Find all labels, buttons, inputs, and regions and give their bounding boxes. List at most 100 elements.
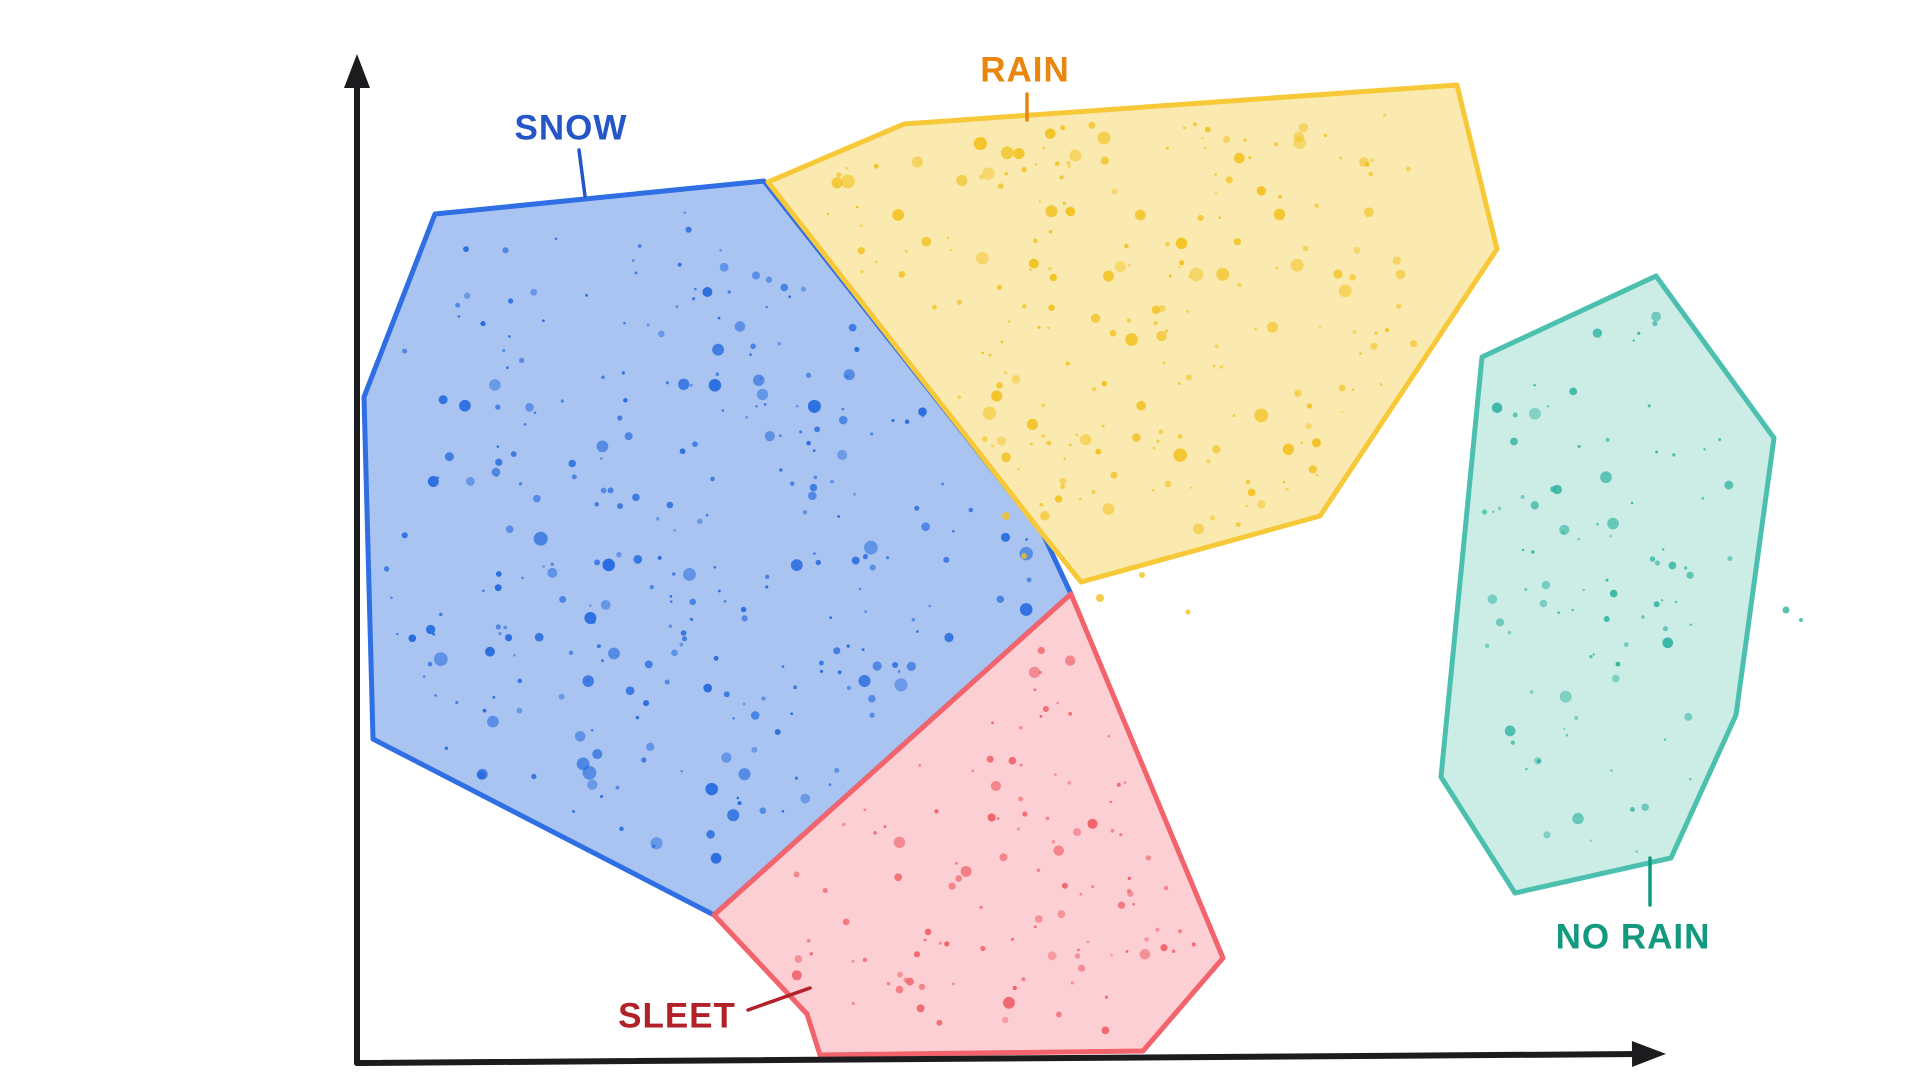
data-point (1033, 688, 1037, 692)
data-point (1214, 173, 1217, 176)
data-point (666, 501, 674, 509)
outlier-point (1021, 553, 1027, 559)
data-point (996, 817, 1000, 820)
data-point (1569, 387, 1578, 396)
data-point (790, 559, 803, 571)
data-point (521, 576, 524, 580)
data-point (1067, 164, 1071, 168)
data-point (1245, 504, 1249, 508)
data-point (911, 156, 923, 168)
data-point (794, 776, 798, 780)
data-point (1278, 194, 1282, 199)
data-point (1091, 387, 1096, 392)
data-point (617, 503, 623, 509)
data-point (864, 540, 878, 555)
data-point (402, 348, 408, 354)
data-point (558, 693, 565, 700)
data-point (1051, 840, 1056, 844)
data-point (1510, 740, 1516, 745)
data-point (1683, 566, 1688, 570)
data-point (1086, 940, 1090, 944)
data-point (1123, 781, 1127, 784)
data-point (1219, 365, 1224, 369)
data-point (948, 882, 956, 890)
data-point (778, 468, 783, 472)
data-point (996, 595, 1005, 603)
data-point (869, 712, 875, 718)
data-point (1206, 458, 1211, 464)
data-point (1004, 371, 1008, 375)
data-point (1615, 661, 1621, 667)
data-point (982, 406, 997, 420)
data-point (465, 476, 475, 486)
data-point (1374, 331, 1378, 335)
data-point (1689, 777, 1692, 781)
data-point (433, 652, 448, 666)
data-point (1383, 113, 1387, 117)
data-point (715, 372, 720, 377)
data-point (1294, 389, 1302, 398)
data-point (1384, 328, 1390, 333)
data-point (1254, 327, 1257, 331)
data-point (723, 691, 730, 698)
data-point (1078, 497, 1082, 501)
data-point (1237, 282, 1242, 288)
data-point (689, 383, 693, 387)
data-point (1038, 200, 1041, 203)
data-point (892, 661, 899, 669)
data-point (840, 174, 855, 189)
data-point (1070, 981, 1074, 985)
data-point (981, 351, 984, 355)
data-point (1132, 433, 1141, 442)
data-point (1507, 630, 1512, 635)
data-point (800, 793, 811, 804)
data-point (790, 712, 794, 716)
data-point (1333, 269, 1343, 279)
data-point (837, 670, 842, 675)
data-point (1059, 477, 1067, 485)
data-point (602, 558, 615, 572)
data-point (1059, 175, 1064, 180)
data-point (506, 366, 509, 370)
data-point (750, 343, 756, 350)
data-point (1605, 578, 1609, 582)
data-point (607, 487, 614, 494)
data-point (1541, 580, 1551, 590)
data-point (1026, 418, 1038, 430)
data-point (1057, 910, 1066, 919)
data-point (1405, 166, 1411, 172)
data-point (1046, 326, 1050, 329)
data-point (1351, 388, 1355, 391)
data-point (1222, 135, 1231, 143)
data-point (1189, 486, 1193, 489)
data-point (721, 409, 725, 412)
data-point (734, 321, 746, 332)
data-point (1165, 329, 1168, 333)
data-point (672, 572, 676, 576)
data-point (1653, 601, 1660, 608)
data-point (1559, 524, 1570, 536)
outlier-point (1139, 572, 1145, 578)
data-point (658, 330, 665, 338)
data-point (463, 246, 469, 253)
data-point (1630, 807, 1635, 812)
data-point (949, 248, 953, 252)
data-point (1534, 756, 1542, 765)
data-point (843, 369, 855, 381)
data-point (631, 259, 635, 262)
data-point (860, 224, 863, 227)
data-point (425, 624, 436, 635)
data-point (898, 271, 906, 278)
data-point (916, 630, 919, 633)
data-point (494, 584, 502, 592)
data-point (1124, 243, 1129, 249)
data-point (986, 755, 994, 763)
data-point (1235, 522, 1241, 528)
data-point (1171, 949, 1176, 953)
data-point (1654, 560, 1660, 566)
data-point (894, 678, 908, 692)
data-point (1153, 321, 1158, 326)
data-point (533, 531, 548, 546)
data-point (1011, 374, 1021, 384)
